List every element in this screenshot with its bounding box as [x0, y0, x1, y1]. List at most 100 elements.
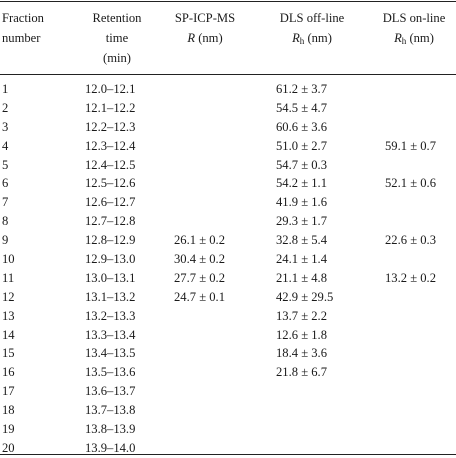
fraction-cell: 9	[2, 233, 9, 248]
dls-offline-cell: 21.1 ± 4.8	[276, 270, 327, 285]
table-row: 9 12.8–12.9 26.1 ± 0.2 32.8 ± 5.4 22.6 ± 0.3	[0, 231, 456, 250]
dls-offline-cell: 42.9 ± 29.5	[276, 289, 334, 304]
header-dls-online-unit: (nm)	[409, 31, 434, 45]
table-row: 16 13.5–13.6 21.8 ± 6.7	[0, 363, 456, 382]
table-row: 15 13.4–13.5 18.4 ± 3.6	[0, 344, 456, 363]
retention-cell: 12.2–12.3	[85, 119, 136, 134]
header-retention-line3: (min)	[103, 51, 131, 65]
dls-offline-cell: 32.8 ± 5.4	[276, 233, 327, 248]
header-fraction-line2: number	[2, 31, 41, 45]
table-row: 11 13.0–13.1 27.7 ± 0.2 21.1 ± 4.8 13.2 ± 0.…	[0, 269, 456, 288]
dls-offline-cell: 61.2 ± 3.7	[276, 82, 327, 96]
dls-online-cell: 22.6 ± 0.3	[385, 233, 436, 248]
dls-offline-cell: 12.6 ± 1.8	[276, 327, 327, 342]
retention-cell: 12.3–12.4	[85, 138, 136, 153]
retention-cell: 12.0–12.1	[85, 82, 136, 96]
header-dls-offline-line2: Rh (nm)	[262, 28, 362, 51]
retention-cell: 13.1–13.2	[85, 289, 136, 304]
retention-cell: 12.9–13.0	[85, 252, 136, 267]
table-row: 5 12.4–12.5 54.7 ± 0.3	[0, 156, 456, 175]
dls-offline-cell: 13.7 ± 2.2	[276, 308, 327, 323]
dls-offline-cell: 54.2 ± 1.1	[276, 176, 327, 191]
table-row: 7 12.6–12.7 41.9 ± 1.6	[0, 193, 456, 212]
retention-cell: 12.4–12.5	[85, 157, 136, 172]
retention-cell: 13.7–13.8	[85, 403, 136, 418]
header-dls-offline-symbol: R	[292, 31, 300, 45]
sp-icp-ms-cell: 27.7 ± 0.2	[174, 270, 225, 285]
table-row: 2 12.1–12.2 54.5 ± 4.7	[0, 99, 456, 118]
header-retention-line1: Retention	[92, 11, 142, 25]
retention-cell: 13.8–13.9	[85, 422, 136, 437]
retention-cell: 13.5–13.6	[85, 365, 136, 380]
table-row: 6 12.5–12.6 54.2 ± 1.1 52.1 ± 0.6	[0, 174, 456, 193]
table-row: 13 13.2–13.3 13.7 ± 2.2	[0, 307, 456, 326]
dls-offline-cell: 18.4 ± 3.6	[276, 346, 327, 361]
sp-icp-ms-cell: 24.7 ± 0.1	[174, 289, 225, 304]
fraction-cell: 13	[2, 308, 15, 323]
sp-icp-ms-cell: 26.1 ± 0.2	[174, 233, 225, 248]
table-bottom-rule	[0, 454, 456, 455]
table-row: 12 13.1–13.2 24.7 ± 0.1 42.9 ± 29.5	[0, 288, 456, 307]
dls-online-cell: 59.1 ± 0.7	[385, 138, 436, 153]
header-dls-offline-subscript: h	[299, 36, 305, 46]
retention-cell: 12.7–12.8	[85, 214, 136, 229]
fraction-cell: 14	[2, 327, 15, 342]
retention-cell: 13.2–13.3	[85, 308, 136, 323]
dls-online-cell: 13.2 ± 0.2	[385, 270, 436, 285]
header-dls-online-line2: Rh (nm)	[371, 28, 456, 51]
header-dls-online-subscript: h	[401, 36, 407, 46]
sp-icp-ms-cell: 30.4 ± 0.2	[174, 252, 225, 267]
fraction-cell: 12	[2, 289, 15, 304]
fraction-cell: 15	[2, 346, 15, 361]
table-row: 20 13.9–14.0	[0, 439, 456, 458]
retention-cell: 12.8–12.9	[85, 233, 136, 248]
fraction-cell: 7	[2, 195, 9, 210]
table-row: 3 12.2–12.3 60.6 ± 3.6	[0, 118, 456, 137]
fraction-cell: 6	[2, 176, 9, 191]
table-row: 17 13.6–13.7	[0, 382, 456, 401]
header-dls-online: DLS on-line Rh (nm)	[371, 8, 456, 51]
table-row: 18 13.7–13.8	[0, 401, 456, 420]
fraction-cell: 10	[2, 252, 15, 267]
fraction-cell: 17	[2, 384, 15, 399]
dls-offline-cell: 51.0 ± 2.7	[276, 138, 327, 153]
retention-cell: 12.5–12.6	[85, 176, 136, 191]
fraction-cell: 19	[2, 422, 15, 437]
fraction-cell: 11	[2, 270, 15, 285]
table-row: 10 12.9–13.0 30.4 ± 0.2 24.1 ± 1.4	[0, 250, 456, 269]
dls-offline-cell: 24.1 ± 1.4	[276, 252, 327, 267]
retention-cell: 13.4–13.5	[85, 346, 136, 361]
table-row: 4 12.3–12.4 51.0 ± 2.7 59.1 ± 0.7	[0, 137, 456, 156]
table-row: 1 12.0–12.1 61.2 ± 3.7	[0, 80, 456, 99]
header-sp-line2: R (nm)	[160, 28, 250, 48]
table-body: 1 12.0–12.1 61.2 ± 3.7 2 12.1–12.2 54.5 ± 4.7…	[0, 80, 456, 458]
retention-cell: 13.3–13.4	[85, 327, 136, 342]
retention-cell: 13.6–13.7	[85, 384, 136, 399]
header-sp-line1: SP-ICP-MS	[174, 11, 236, 25]
table-row: 14 13.3–13.4 12.6 ± 1.8	[0, 326, 456, 345]
fraction-cell: 5	[2, 157, 9, 172]
table-row: 8 12.7–12.8 29.3 ± 1.7	[0, 212, 456, 231]
header-dls-offline-unit: (nm)	[307, 31, 332, 45]
header-sp-icp-ms: SP-ICP-MS R (nm)	[160, 8, 250, 48]
dls-offline-cell: 29.3 ± 1.7	[276, 214, 327, 229]
fraction-cell: 18	[2, 403, 15, 418]
header-fraction-line1: Fraction	[2, 11, 44, 25]
fraction-cell: 8	[2, 214, 9, 229]
fraction-cell: 2	[2, 100, 9, 115]
table-top-rule	[0, 1, 456, 2]
table-header-rule	[0, 74, 456, 75]
header-retention-time: Retention time (min)	[82, 8, 152, 68]
header-sp-unit: (nm)	[198, 31, 223, 45]
retention-cell: 12.6–12.7	[85, 195, 136, 210]
header-dls-offline: DLS off-line Rh (nm)	[262, 8, 362, 51]
dls-online-cell: 52.1 ± 0.6	[385, 176, 436, 191]
fraction-cell: 4	[2, 138, 9, 153]
header-dls-online-line1: DLS on-line	[382, 11, 446, 25]
header-fraction-number: Fraction number	[2, 8, 44, 48]
dls-offline-cell: 41.9 ± 1.6	[276, 195, 327, 210]
dls-offline-cell: 54.7 ± 0.3	[276, 157, 327, 172]
fraction-cell: 20	[2, 440, 15, 455]
header-dls-offline-line1: DLS off-line	[279, 11, 345, 25]
header-retention-line2: time	[105, 31, 129, 45]
